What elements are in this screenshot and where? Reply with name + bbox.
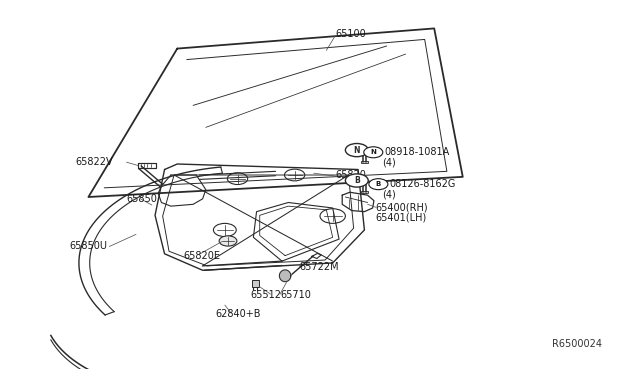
Text: 65850U: 65850U [69,241,108,251]
Text: 65820E: 65820E [184,251,221,261]
FancyBboxPatch shape [360,161,368,163]
Text: 08918-1081A: 08918-1081A [385,147,450,157]
Text: B: B [354,176,360,185]
Text: N: N [371,149,376,155]
Text: 62840+B: 62840+B [215,309,261,319]
FancyBboxPatch shape [252,280,259,287]
Text: 65822V: 65822V [76,157,113,167]
Polygon shape [280,270,291,282]
Text: 65710: 65710 [281,290,312,300]
Text: 08126-8162G: 08126-8162G [390,179,456,189]
Circle shape [346,174,368,187]
Text: 65820: 65820 [336,170,367,180]
Text: 65722M: 65722M [300,262,339,272]
Text: N: N [353,145,360,155]
Text: 65400(RH): 65400(RH) [376,203,428,213]
Text: (4): (4) [382,189,396,199]
Text: R6500024: R6500024 [552,339,602,349]
Circle shape [346,144,368,157]
Text: (4): (4) [382,157,396,167]
Circle shape [369,179,388,190]
Circle shape [364,147,383,158]
Text: 65850: 65850 [127,194,157,204]
Text: 65401(LH): 65401(LH) [376,212,427,222]
FancyBboxPatch shape [360,191,368,193]
Text: 65512: 65512 [250,290,281,300]
Text: B: B [376,181,381,187]
Circle shape [219,236,237,246]
Text: 65100: 65100 [336,29,367,39]
